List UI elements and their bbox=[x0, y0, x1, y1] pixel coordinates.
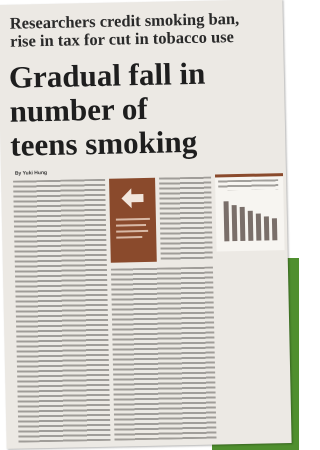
body-column bbox=[159, 177, 213, 262]
headline: Gradual fall in number of teens smoking bbox=[9, 57, 211, 163]
body-column bbox=[111, 267, 217, 441]
chart-bar bbox=[248, 211, 254, 241]
quote-line bbox=[116, 230, 148, 233]
pull-quote-box bbox=[109, 178, 157, 263]
page: Researchers credit smoking ban, rise in … bbox=[0, 0, 299, 450]
chart-graphic bbox=[215, 173, 285, 251]
kicker: Researchers credit smoking ban, rise in … bbox=[10, 10, 261, 51]
chart-caption bbox=[218, 179, 278, 190]
chart-bar bbox=[256, 214, 262, 241]
byline: By Yuki Hung bbox=[15, 170, 47, 177]
chart-bar bbox=[240, 207, 246, 241]
arrow-icon bbox=[109, 178, 157, 263]
chart-bar bbox=[272, 218, 277, 240]
quote-line bbox=[116, 224, 146, 227]
quote-line bbox=[116, 236, 142, 239]
body-column bbox=[13, 179, 110, 443]
newspaper-clipping: Researchers credit smoking ban, rise in … bbox=[0, 0, 292, 449]
arrow bbox=[121, 188, 143, 208]
quote-line bbox=[116, 218, 150, 221]
chart-bar bbox=[264, 216, 270, 240]
chart-bar bbox=[224, 201, 230, 241]
chart-bar bbox=[232, 205, 238, 241]
